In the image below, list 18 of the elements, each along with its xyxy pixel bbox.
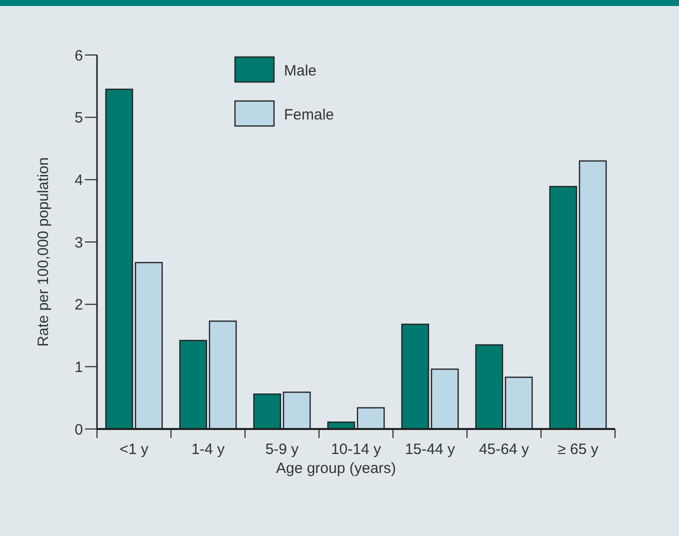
y-axis-title: Rate per 100,000 population: [35, 157, 52, 347]
x-tick-label: ≥ 65 y: [558, 441, 599, 458]
x-axis-title: Age group (years): [276, 460, 396, 477]
x-tick-label: 10-14 y: [330, 441, 382, 458]
y-tick-label: 5: [74, 110, 83, 127]
x-tick-label: 5-9 y: [265, 441, 300, 458]
x-tick-label: 1-4 y: [191, 441, 226, 458]
y-tick-label: 6: [74, 47, 83, 64]
x-tick-label: 15-44 y: [404, 441, 456, 458]
y-tick-label: 3: [74, 234, 83, 252]
legend-label: Male: [284, 62, 317, 80]
legend-label: Female: [284, 106, 334, 124]
y-tick-label: 4: [74, 172, 83, 189]
x-tick-label: 45-64 y: [478, 441, 530, 458]
y-tick-label: 1: [74, 358, 83, 376]
y-tick-label: 0: [74, 421, 83, 438]
x-tick-label: <1 y: [120, 441, 149, 458]
y-tick-label: 2: [74, 296, 83, 314]
